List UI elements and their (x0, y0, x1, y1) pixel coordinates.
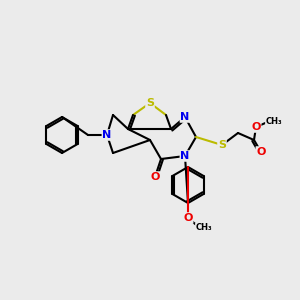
Text: CH₃: CH₃ (266, 116, 282, 125)
Text: O: O (183, 213, 193, 223)
Text: N: N (180, 151, 190, 161)
Text: CH₃: CH₃ (196, 224, 212, 232)
Text: S: S (146, 98, 154, 108)
Text: N: N (102, 130, 112, 140)
Text: S: S (218, 140, 226, 150)
Text: N: N (180, 112, 190, 122)
Text: O: O (150, 172, 160, 182)
Text: O: O (256, 147, 266, 157)
Text: O: O (251, 122, 261, 132)
